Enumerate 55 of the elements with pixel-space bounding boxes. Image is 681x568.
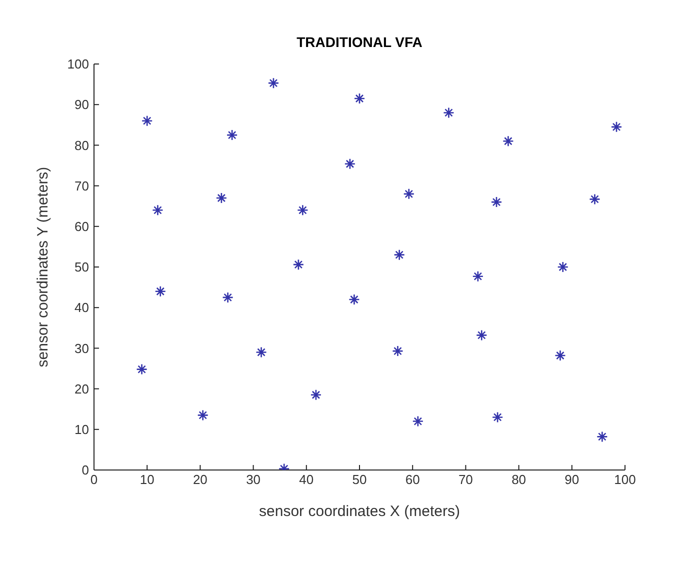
point bbox=[476, 330, 488, 341]
point bbox=[490, 196, 502, 208]
chart-title: TRADITIONAL VFA bbox=[296, 34, 424, 50]
y-axis-title: sensor coordinates Y (meters) bbox=[34, 166, 52, 368]
point bbox=[596, 431, 608, 442]
point bbox=[226, 129, 238, 141]
x-tick-label: 40 bbox=[299, 472, 314, 488]
point bbox=[136, 364, 148, 375]
y-tick-label: 10 bbox=[74, 422, 89, 438]
x-tick-label: 100 bbox=[614, 472, 636, 488]
point bbox=[344, 158, 356, 170]
point bbox=[154, 286, 166, 298]
point bbox=[297, 204, 308, 216]
point bbox=[403, 188, 415, 200]
y-tick-label: 40 bbox=[74, 300, 89, 316]
point bbox=[412, 416, 424, 427]
y-tick-label: 0 bbox=[82, 462, 89, 478]
point bbox=[197, 410, 209, 421]
y-tick-label: 80 bbox=[74, 138, 89, 153]
point bbox=[557, 261, 569, 273]
x-axis-title: sensor coordinates X (meters) bbox=[259, 503, 460, 520]
x-tick-label: 20 bbox=[192, 472, 208, 488]
point bbox=[502, 135, 514, 147]
y-tick-label: 60 bbox=[74, 219, 89, 234]
x-tick-label: 70 bbox=[458, 472, 473, 488]
point bbox=[310, 389, 322, 401]
point bbox=[492, 412, 504, 423]
x-tick-label: 10 bbox=[140, 472, 154, 488]
point bbox=[589, 194, 600, 205]
x-tick-label: 80 bbox=[512, 472, 526, 488]
point bbox=[394, 249, 405, 260]
y-tick-label: 90 bbox=[74, 97, 89, 112]
y-tick-label: 50 bbox=[74, 260, 89, 275]
point bbox=[610, 121, 622, 133]
point bbox=[222, 292, 234, 304]
point bbox=[354, 92, 366, 104]
y-tick-label: 100 bbox=[67, 56, 89, 72]
point bbox=[443, 107, 454, 118]
point bbox=[292, 258, 304, 270]
point bbox=[472, 270, 484, 282]
y-tick-label: 20 bbox=[74, 381, 89, 396]
point bbox=[152, 204, 164, 216]
x-tick-label: 60 bbox=[405, 472, 420, 488]
point bbox=[216, 192, 228, 204]
y-tick-label: 70 bbox=[74, 178, 89, 194]
point bbox=[392, 345, 404, 357]
point bbox=[268, 77, 280, 89]
y-tick-label: 30 bbox=[74, 340, 89, 356]
x-tick-label: 90 bbox=[564, 472, 580, 488]
point bbox=[256, 346, 267, 358]
point bbox=[348, 294, 360, 306]
point bbox=[554, 350, 566, 362]
point bbox=[141, 115, 153, 126]
x-tick-label: 30 bbox=[246, 472, 261, 488]
x-tick-label: 50 bbox=[352, 472, 367, 488]
